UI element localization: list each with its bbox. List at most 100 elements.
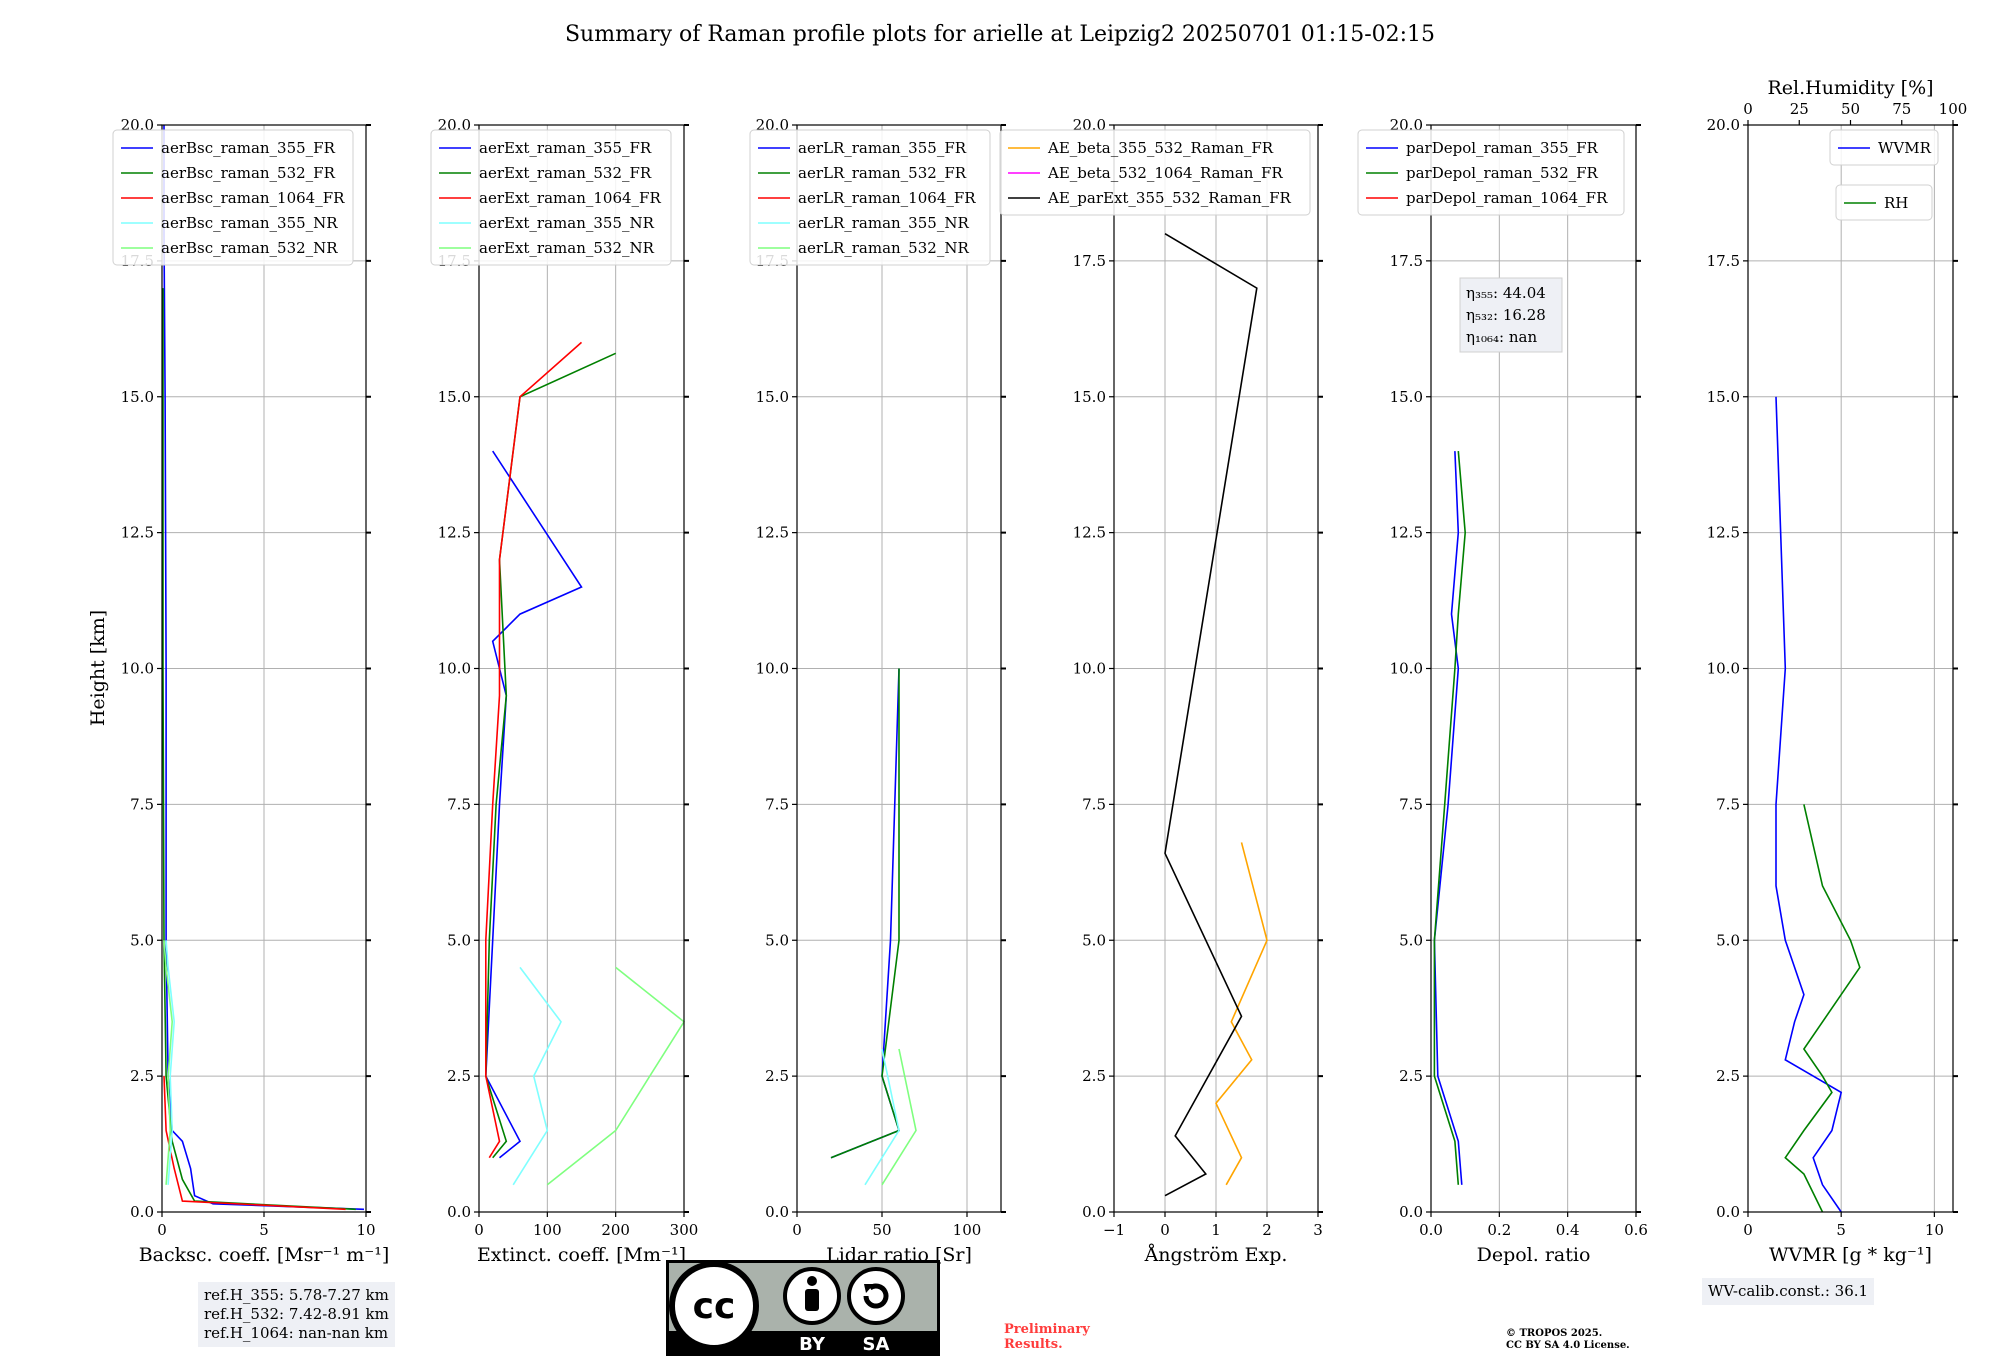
preliminary-note: Preliminary Results. [1004,1322,1090,1352]
y-tick-label: 0.0 [447,1203,471,1221]
x-tick-label: 2 [1262,1221,1272,1239]
x-tick-label: 0 [1160,1221,1170,1239]
y-tick-label: 10.0 [1073,660,1106,678]
y-tick-label: 2.5 [447,1067,471,1085]
series-line-aerExt_raman_355_FR [484,450,583,1159]
top-x-tick-label: 75 [1892,100,1911,118]
series-line-aerBsc_raman_1064_FR [163,1076,346,1211]
legend-depol: parDepol_raman_355_FR parDepol_raman_532_… [1357,129,1625,216]
sa-share-alike-icon [847,1267,905,1325]
legend-backscatter: aerBsc_raman_355_FR aerBsc_raman_532_FRae… [112,129,354,266]
legend-entry: parDepol_raman_1064_FR [1406,189,1608,207]
x-tick-label: 5 [259,1221,269,1239]
legend-entry: aerExt_raman_355_NR [479,214,655,232]
series-line-parDepol_raman_355_FR [1433,451,1463,1185]
copyright-line-1: © TROPOS 2025. [1506,1328,1603,1339]
x-tick-label: 10 [1925,1221,1944,1239]
legend-entry: AE_beta_355_532_Raman_FR [1047,139,1274,157]
y-tick-label: 17.5 [1073,252,1106,270]
series-line-aerBsc_raman_532_NR [163,940,174,1185]
x-tick-label: 0.6 [1624,1221,1648,1239]
legend-entry: aerExt_raman_532_NR [479,239,655,257]
y-tick-label: 5.0 [447,931,471,949]
eta-box-bg [1459,277,1563,353]
series-line-aerLR_raman_532_FR [830,668,900,1159]
y-tick-label: 10.0 [1390,660,1423,678]
x-tick-label: 100 [533,1221,562,1239]
y-tick-label: 15.0 [1073,388,1106,406]
x-tick-label: 0.4 [1556,1221,1580,1239]
legend-extinction: aerExt_raman_355_FR aerExt_raman_532_FRae… [430,129,672,266]
wv-calibration-text: WV-calib.const.: 36.1 [1708,1282,1869,1300]
x-axis-label: Depol. ratio [1477,1244,1591,1266]
series-line-RH [1784,804,1861,1213]
legend-entry: aerLR_raman_1064_FR [798,189,976,207]
legend-entry: parDepol_raman_355_FR [1406,139,1599,157]
legend-entry: RH [1884,194,1908,212]
series-line-aerLR_raman_532_NR [881,1048,917,1186]
legend-entry: aerLR_raman_355_NR [798,214,969,232]
y-tick-label: 2.5 [1716,1067,1740,1085]
y-tick-label: 7.5 [1716,795,1740,813]
legend-box [1835,184,1933,221]
legend-entry: aerExt_raman_532_FR [479,164,652,182]
x-tick-label: 50 [872,1221,891,1239]
top-x-tick-label: 50 [1841,100,1860,118]
y-tick-label: 7.5 [765,795,789,813]
series-line-AE_beta_355_532_Raman_FR [1215,842,1268,1186]
x-axis-label: Extinct. coeff. [Mm⁻¹] [477,1244,686,1266]
y-tick-label: 2.5 [1082,1067,1106,1085]
y-tick-label: 2.5 [130,1067,154,1085]
y-tick-label: 2.5 [765,1067,789,1085]
y-tick-label: 5.0 [765,931,789,949]
y-tick-label: 15.0 [121,388,154,406]
legend-entry: aerLR_raman_355_FR [798,139,967,157]
x-tick-label: 300 [670,1221,699,1239]
x-tick-label: 200 [601,1221,630,1239]
series-line-aerExt_raman_532_NR [546,966,686,1186]
x-axis-label: Backsc. coeff. [Msr⁻¹ m⁻¹] [139,1244,390,1266]
y-tick-label: 0.0 [130,1203,154,1221]
legend-entry: aerBsc_raman_355_FR [161,139,336,157]
legend-box [1357,129,1625,216]
panel-6 [1747,124,1953,1213]
y-tick-label: 10.0 [121,660,154,678]
cc-icon [669,1261,759,1351]
figure-title: Summary of Raman profile plots for ariel… [564,22,1436,47]
y-axis-label: Height [km] [87,610,109,726]
y-tick-label: 12.5 [1390,524,1423,542]
legend-entry: aerBsc_raman_532_NR [161,239,338,257]
series-line-parDepol_raman_532_FR [1433,451,1467,1185]
eta-value: η₅₃₂: 16.28 [1466,306,1546,324]
x-tick-label: 100 [953,1221,982,1239]
y-tick-label: 10.0 [1707,660,1740,678]
x-tick-label: 0 [1743,1221,1753,1239]
top-x-tick-label: 100 [1939,100,1968,118]
legend-box [999,129,1311,216]
y-tick-label: 10.0 [756,660,789,678]
legend-entry: aerBsc_raman_1064_FR [161,189,345,207]
y-tick-label: 20.0 [1707,116,1740,134]
y-tick-label: 0.0 [1399,1203,1423,1221]
copyright-note: © TROPOS 2025. CC BY SA 4.0 License. [1506,1328,1630,1352]
y-tick-label: 5.0 [1399,931,1423,949]
series-line-aerExt_raman_355_NR [512,966,562,1186]
legend-box [430,129,672,266]
ref-height-532: ref.H_532: 7.42-8.91 km [204,1305,389,1323]
by-label: BY [799,1334,826,1355]
x-axis-label: Ångström Exp. [1144,1244,1288,1266]
series-line-aerBsc_raman_355_FR [163,125,365,1211]
y-tick-label: 7.5 [1399,795,1423,813]
y-tick-label: 0.0 [1082,1203,1106,1221]
x-tick-label: 3 [1313,1221,1323,1239]
y-tick-label: 15.0 [756,388,789,406]
legend-box [112,129,354,266]
x-tick-label: 10 [356,1221,375,1239]
top-x-tick-label: 0 [1743,100,1753,118]
x-tick-label: 1 [1211,1221,1221,1239]
wv-calibration-box: WV-calib.const.: 36.1 [1702,1278,1875,1305]
preliminary-line-2: Results. [1004,1337,1063,1352]
x-tick-label: 0.2 [1487,1221,1511,1239]
y-tick-label: 12.5 [438,524,471,542]
y-tick-label: 0.0 [765,1203,789,1221]
